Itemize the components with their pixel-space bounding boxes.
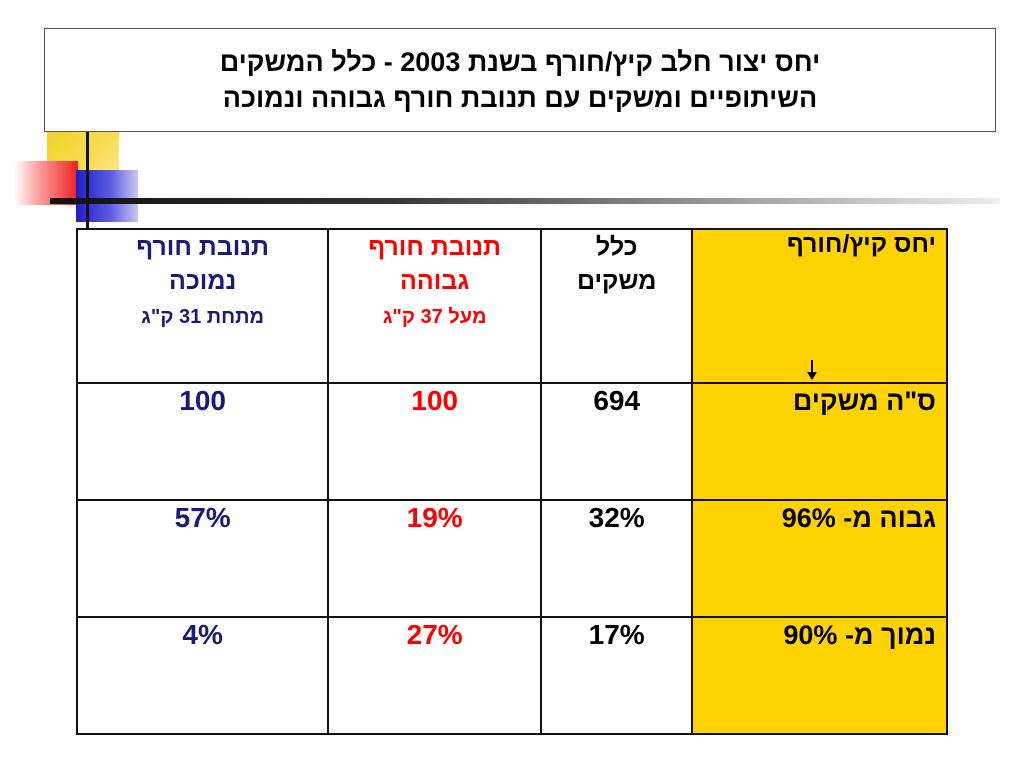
logo-square-red (14, 161, 78, 205)
cell-low: 57% (75, 499, 330, 618)
row-label: נמוך מ- 90% (691, 616, 948, 735)
header-all-line1: כלל (595, 233, 638, 261)
header-low-sub: מתחת 31 ק"ג (141, 306, 265, 328)
cell-all: 32% (539, 499, 694, 618)
title-line-2: השיתופיים ומשקים עם תנובת חורף גבוהה ונמ… (222, 83, 818, 113)
logo-vertical-line (86, 112, 89, 228)
header-all-line2: משקים (576, 267, 657, 295)
row-label: גבוה מ- 96% (691, 499, 948, 618)
cell-high: 19% (327, 499, 542, 618)
header-high-winter: תנובת חורף גבוהה מעל 37 ק"ג (327, 228, 542, 384)
cell-low: 4% (75, 616, 330, 735)
down-arrow-icon (807, 360, 818, 380)
cell-high: 100 (327, 382, 542, 501)
header-low-line2: נמוכה (169, 267, 237, 295)
header-low-line1: תנובת חורף (136, 233, 270, 261)
table-header-row: יחס קיץ/חורף כלל משקים תנובת חורף גבוהה … (75, 228, 948, 384)
table-row: נמוך מ- 90% 17% 27% 4% (75, 616, 948, 735)
cell-high: 27% (327, 616, 542, 735)
header-ratio-label: יחס קיץ/חורף (786, 230, 936, 258)
milk-ratio-table: יחס קיץ/חורף כלל משקים תנובת חורף גבוהה … (75, 228, 948, 735)
table-row: ס"ה משקים 694 100 100 (75, 382, 948, 501)
slide-title: יחס יצור חלב קיץ/חורף בשנת 2003 - כלל המ… (44, 28, 996, 132)
table-row: גבוה מ- 96% 32% 19% 57% (75, 499, 948, 618)
header-ratio: יחס קיץ/חורף (691, 228, 948, 384)
title-line-1: יחס יצור חלב קיץ/חורף בשנת 2003 - כלל המ… (219, 47, 821, 77)
cell-low: 100 (75, 382, 330, 501)
header-high-line2: גבוהה (399, 267, 470, 295)
cell-all: 694 (539, 382, 694, 501)
divider-line (50, 198, 1000, 204)
header-high-sub: מעל 37 ק"ג (382, 306, 487, 328)
header-all-farms: כלל משקים (539, 228, 694, 384)
row-label: ס"ה משקים (691, 382, 948, 501)
cell-all: 17% (539, 616, 694, 735)
header-low-winter: תנובת חורף נמוכה מתחת 31 ק"ג (75, 228, 330, 384)
header-high-line1: תנובת חורף (368, 233, 502, 261)
